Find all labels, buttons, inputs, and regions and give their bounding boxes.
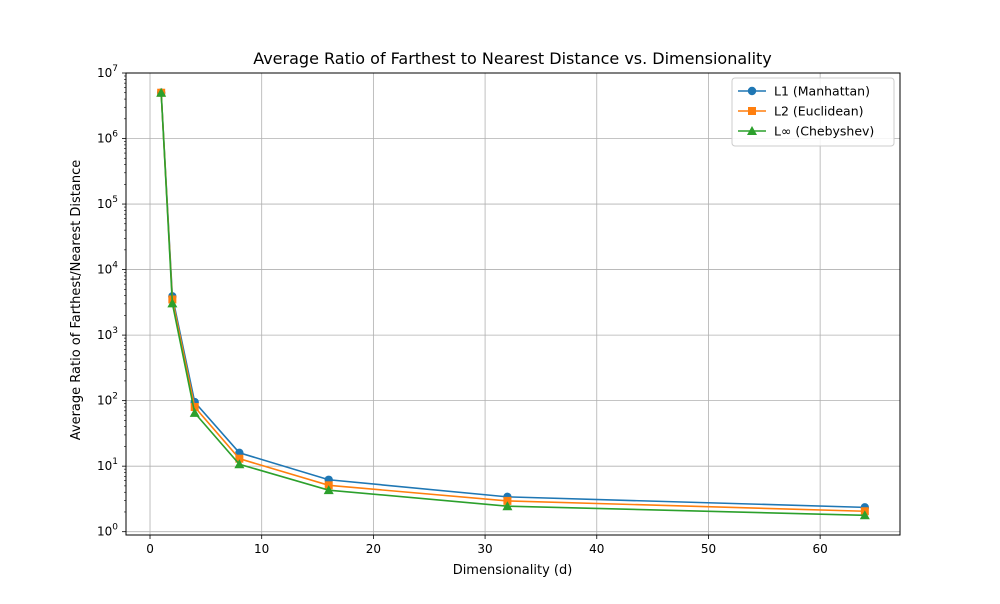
x-tick-label: 0 [146, 542, 154, 556]
series-layer [156, 87, 870, 520]
legend-marker [747, 86, 757, 96]
chart-title: Average Ratio of Farthest to Nearest Dis… [253, 49, 772, 68]
y-tick-label: 100 [97, 523, 118, 539]
x-axis-label: Dimensionality (d) [453, 563, 573, 578]
legend-item: L∞ (Chebyshev) [738, 124, 874, 139]
legend-label: L∞ (Chebyshev) [774, 124, 874, 139]
x-tick-label: 10 [254, 542, 269, 556]
data-point [503, 496, 512, 505]
x-tick-label: 40 [589, 542, 604, 556]
data-point [502, 501, 513, 511]
data-point [235, 454, 244, 463]
data-point [156, 87, 167, 97]
series-3 [156, 87, 870, 520]
x-tick-label: 50 [701, 542, 716, 556]
y-tick-label: 107 [97, 64, 118, 80]
y-tick-label: 106 [97, 130, 118, 146]
y-tick-label: 104 [97, 261, 118, 277]
legend-label: L1 (Manhattan) [774, 84, 870, 99]
data-point [859, 510, 870, 520]
y-axis-label: Average Ratio of Farthest/Nearest Distan… [69, 160, 84, 440]
data-point [190, 402, 199, 411]
y-tick-label: 102 [97, 392, 118, 408]
y-tick-label: 101 [97, 457, 118, 473]
legend-box [731, 77, 895, 147]
x-tick-label: 20 [366, 542, 381, 556]
x-tick-label: 60 [813, 542, 828, 556]
data-point [189, 407, 200, 417]
data-point [234, 459, 245, 469]
ticks: 0 10 20 30 40 50 60 100 101 102 103 104 105 106 107 [97, 64, 828, 556]
y-tick-label: 105 [97, 195, 118, 211]
legend-marker [747, 126, 757, 135]
legend-marker [748, 107, 756, 115]
x-tick-label: 30 [477, 542, 492, 556]
y-tick-label: 103 [97, 326, 118, 342]
legend-item: L1 (Manhattan) [738, 84, 870, 99]
legend-item: L2 (Euclidean) [738, 104, 864, 119]
data-point [323, 485, 334, 495]
legend: L1 (Manhattan) L2 (Euclidean) L∞ (Chebyshe… [731, 77, 895, 147]
legend-label: L2 (Euclidean) [774, 104, 864, 119]
data-point [167, 298, 178, 308]
